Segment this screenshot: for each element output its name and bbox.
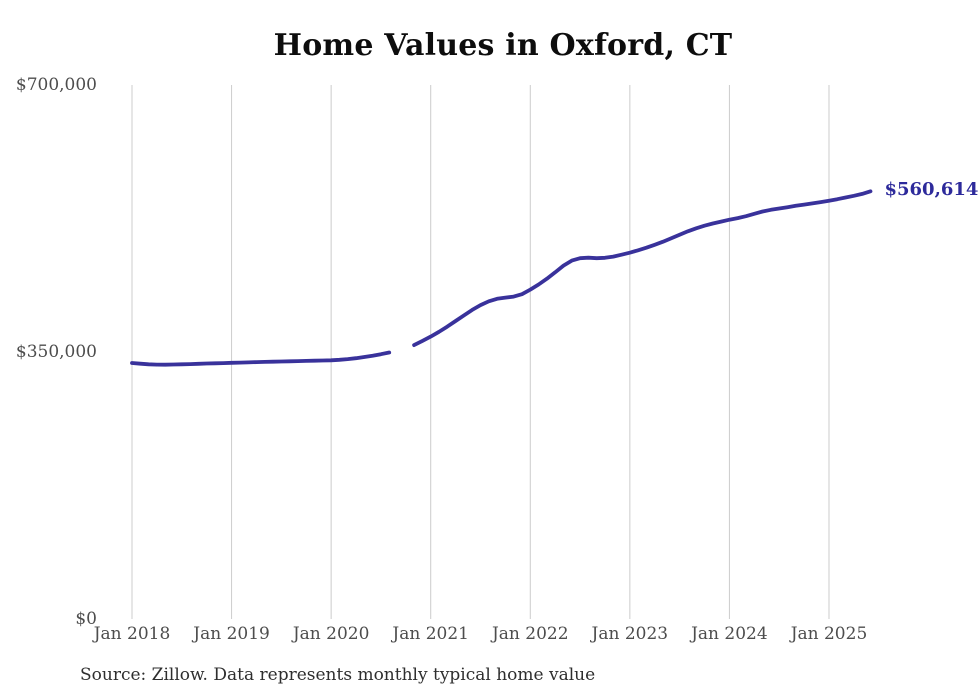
y-tick-label: $700,000 bbox=[15, 75, 97, 95]
home-value-line bbox=[130, 189, 873, 367]
x-tick-label: Jan 2020 bbox=[292, 624, 370, 644]
latest-value-label: $560,614 bbox=[884, 179, 979, 201]
x-tick-label: Jan 2024 bbox=[691, 624, 768, 644]
y-tick-label: $350,000 bbox=[15, 342, 97, 362]
x-tick-label: Jan 2025 bbox=[790, 624, 868, 644]
x-tick-label: Jan 2019 bbox=[193, 624, 270, 644]
x-tick-label: Jan 2023 bbox=[591, 624, 669, 644]
y-tick-label: $0 bbox=[75, 609, 97, 629]
x-tick-label: Jan 2022 bbox=[491, 624, 569, 644]
x-tick-label: Jan 2021 bbox=[392, 624, 469, 644]
source-note: Source: Zillow. Data represents monthly … bbox=[80, 665, 596, 685]
chart-title: Home Values in Oxford, CT bbox=[273, 28, 733, 63]
x-tick-label: Jan 2018 bbox=[93, 624, 171, 644]
